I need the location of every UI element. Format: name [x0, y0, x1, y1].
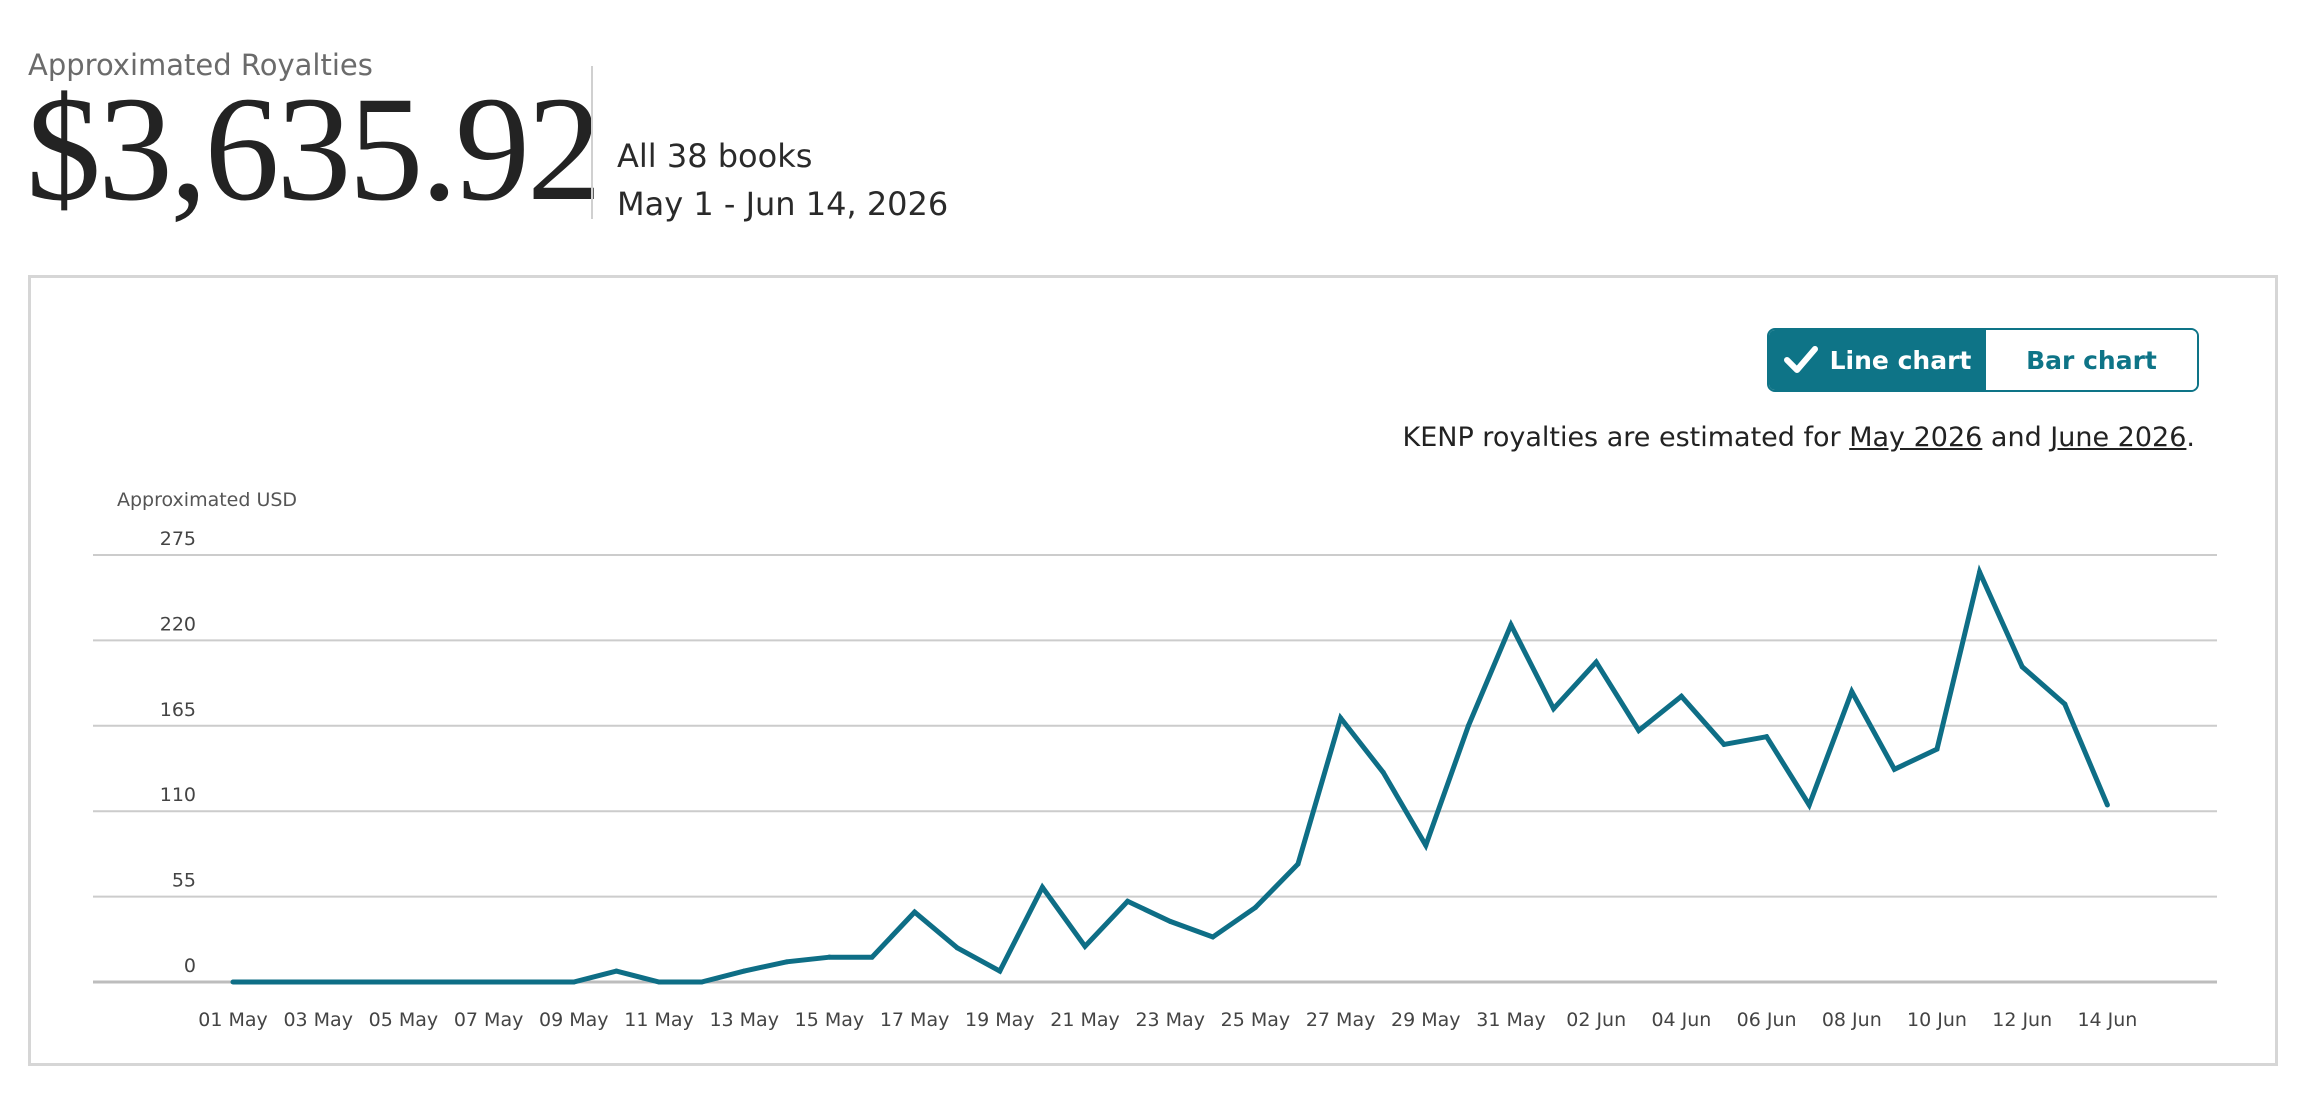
x-axis-ticks: 01 May 03 May 05 May 07 May 09 May 11 May 13 M… [198, 1009, 2137, 1031]
x-tick-label: 11 May [624, 1009, 694, 1031]
data-point [315, 979, 321, 985]
royalties-meta: All 38 books May 1 - Jun 14, 2026 [617, 132, 948, 228]
data-point [1721, 741, 1727, 747]
x-tick-label: 29 May [1391, 1009, 1461, 1031]
line-chart-button[interactable]: Line chart [1769, 330, 1986, 390]
x-tick-label: 07 May [454, 1009, 524, 1031]
kenp-note: KENP royalties are estimated for May 202… [1402, 422, 2195, 453]
x-tick-label: 14 Jun [2077, 1009, 2137, 1031]
data-point [1338, 715, 1344, 721]
data-point [656, 979, 662, 985]
y-axis-label: Approximated USD [117, 489, 297, 511]
data-point [2062, 701, 2068, 707]
chart-series [230, 564, 2110, 985]
x-tick-label: 01 May [198, 1009, 268, 1031]
x-tick-label: 09 May [539, 1009, 609, 1031]
data-point [1678, 693, 1684, 699]
data-point [869, 954, 875, 960]
kenp-note-prefix: KENP royalties are estimated for [1402, 422, 1850, 453]
line-chart-label: Line chart [1829, 345, 1972, 375]
data-point [1082, 943, 1088, 949]
x-tick-label: 10 Jun [1907, 1009, 1967, 1031]
data-point [1551, 706, 1557, 712]
bar-chart-label: Bar chart [2026, 345, 2157, 375]
chart-card: Line chart Bar chart KENP royalties are … [28, 275, 2278, 1066]
data-point [1039, 884, 1045, 890]
royalties-header: Approximated Royalties $3,635.92 All 38 … [26, 0, 2288, 270]
data-point [486, 979, 492, 985]
bar-chart-button[interactable]: Bar chart [1986, 330, 2197, 390]
y-tick-label: 110 [160, 784, 196, 806]
data-point [1210, 934, 1216, 940]
kenp-note-suffix: . [2186, 422, 2195, 453]
data-point [1167, 918, 1173, 924]
y-tick-label: 165 [160, 699, 196, 721]
books-count: All 38 books [617, 137, 813, 175]
y-tick-label: 55 [172, 870, 196, 892]
royalties-total: $3,635.92 [26, 66, 602, 232]
data-point [443, 979, 449, 985]
x-tick-label: 17 May [880, 1009, 950, 1031]
data-point [230, 979, 236, 985]
data-point [1764, 734, 1770, 740]
y-tick-label: 0 [184, 955, 196, 977]
x-tick-label: 19 May [965, 1009, 1035, 1031]
data-point [1295, 861, 1301, 867]
data-point [1508, 622, 1514, 628]
x-tick-label: 05 May [369, 1009, 439, 1031]
may-2026-link[interactable]: May 2026 [1849, 422, 1983, 453]
royalties-label: Approximated Royalties [28, 48, 373, 82]
date-range: May 1 - Jun 14, 2026 [617, 185, 949, 223]
kenp-note-middle: and [1982, 422, 2051, 453]
y-tick-label: 220 [160, 613, 196, 635]
x-tick-label: 25 May [1221, 1009, 1291, 1031]
x-tick-label: 27 May [1306, 1009, 1376, 1031]
x-tick-label: 04 Jun [1651, 1009, 1711, 1031]
data-point [273, 979, 279, 985]
data-point [784, 959, 790, 965]
data-point [912, 909, 918, 915]
y-tick-label: 275 [160, 528, 196, 550]
x-tick-label: 21 May [1050, 1009, 1120, 1031]
data-point [1125, 898, 1131, 904]
x-tick-label: 08 Jun [1822, 1009, 1882, 1031]
x-tick-label: 31 May [1476, 1009, 1546, 1031]
data-point [1380, 769, 1386, 775]
data-point [400, 979, 406, 985]
checkmark-icon [1783, 346, 1818, 373]
data-point [1465, 723, 1471, 729]
data-point [1252, 904, 1258, 910]
data-point [2104, 802, 2110, 808]
data-point [1806, 802, 1812, 808]
x-tick-label: 15 May [795, 1009, 865, 1031]
data-point [358, 979, 364, 985]
x-tick-label: 02 Jun [1566, 1009, 1626, 1031]
data-point [1636, 727, 1642, 733]
data-point [954, 945, 960, 951]
header-divider [591, 66, 593, 219]
data-point [1934, 746, 1940, 752]
chart-type-toggle: Line chart Bar chart [1767, 328, 2199, 392]
data-point [1423, 842, 1429, 848]
data-point [1849, 689, 1855, 695]
data-point [1977, 569, 1983, 575]
data-point [571, 979, 577, 985]
data-point [997, 968, 1003, 974]
y-axis-ticks: 0 55 110 165 220 275 [160, 528, 196, 977]
data-point [699, 979, 705, 985]
data-point [1593, 659, 1599, 665]
data-point [826, 954, 832, 960]
x-tick-label: 03 May [283, 1009, 353, 1031]
x-tick-label: 23 May [1135, 1009, 1205, 1031]
data-point [1891, 766, 1897, 772]
data-point [613, 968, 619, 974]
x-tick-label: 06 Jun [1737, 1009, 1797, 1031]
x-tick-label: 13 May [709, 1009, 779, 1031]
data-point [528, 979, 534, 985]
data-point [741, 968, 747, 974]
x-tick-label: 12 Jun [1992, 1009, 2052, 1031]
data-point [2019, 664, 2025, 670]
june-2026-link[interactable]: June 2026 [2050, 422, 2187, 453]
